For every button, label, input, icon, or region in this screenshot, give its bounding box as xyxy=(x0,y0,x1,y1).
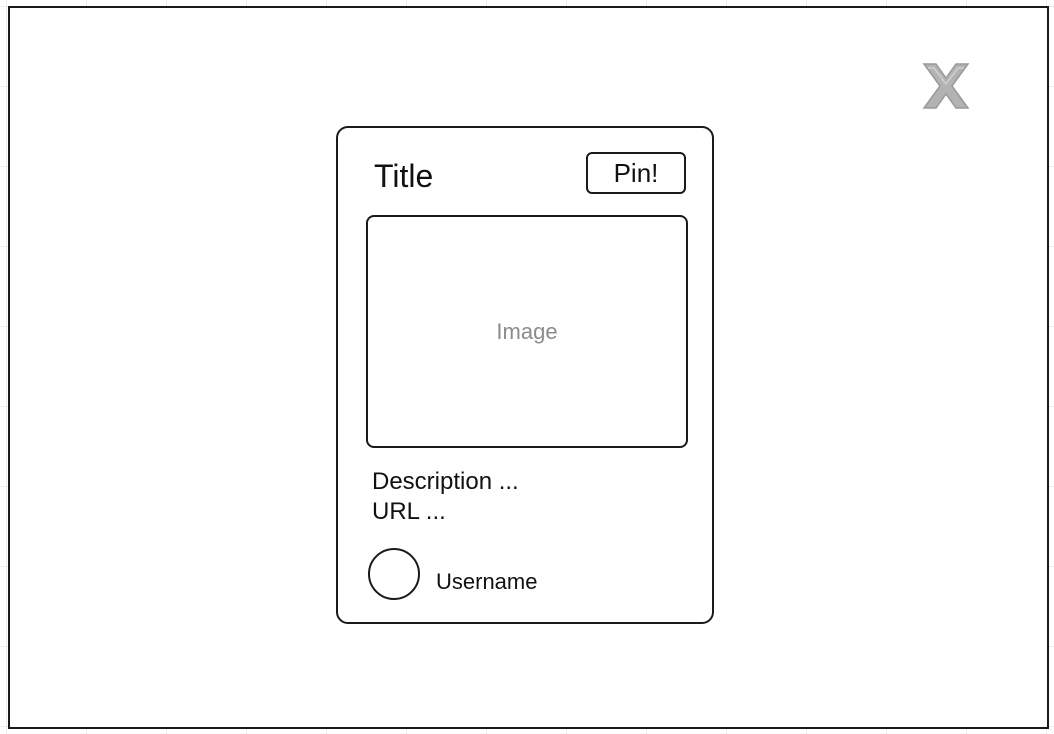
close-icon xyxy=(920,60,972,112)
url-text[interactable]: URL ... xyxy=(372,498,446,525)
avatar[interactable] xyxy=(368,548,420,600)
username-label[interactable]: Username xyxy=(436,569,538,594)
card-title: Title xyxy=(374,158,434,194)
image-placeholder-label: Image xyxy=(496,318,558,344)
image-placeholder: Image xyxy=(366,215,688,448)
pin-button[interactable]: Pin! xyxy=(586,152,686,194)
pin-card: Title Pin! Image Description ... URL ...… xyxy=(336,126,714,624)
close-button[interactable] xyxy=(920,60,972,112)
description-text: Description ... xyxy=(372,468,519,495)
